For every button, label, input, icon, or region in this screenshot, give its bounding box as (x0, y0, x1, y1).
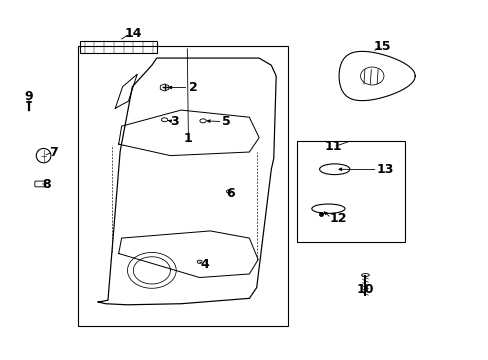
Text: 1: 1 (183, 132, 192, 145)
Text: 14: 14 (124, 27, 142, 40)
Text: 4: 4 (200, 258, 208, 271)
Text: 9: 9 (24, 90, 33, 103)
Text: 12: 12 (329, 212, 346, 225)
Text: 2: 2 (188, 81, 197, 94)
Text: 13: 13 (375, 163, 393, 176)
Text: 7: 7 (49, 145, 58, 158)
Text: 5: 5 (222, 116, 230, 129)
Text: 3: 3 (170, 116, 178, 129)
Text: 15: 15 (373, 40, 390, 53)
Bar (80, 41, 157, 53)
Text: 6: 6 (226, 187, 235, 200)
Bar (78, 46, 288, 326)
Text: 11: 11 (324, 140, 341, 153)
Bar (297, 140, 405, 242)
Text: 10: 10 (356, 283, 373, 296)
Text: 8: 8 (42, 178, 51, 191)
